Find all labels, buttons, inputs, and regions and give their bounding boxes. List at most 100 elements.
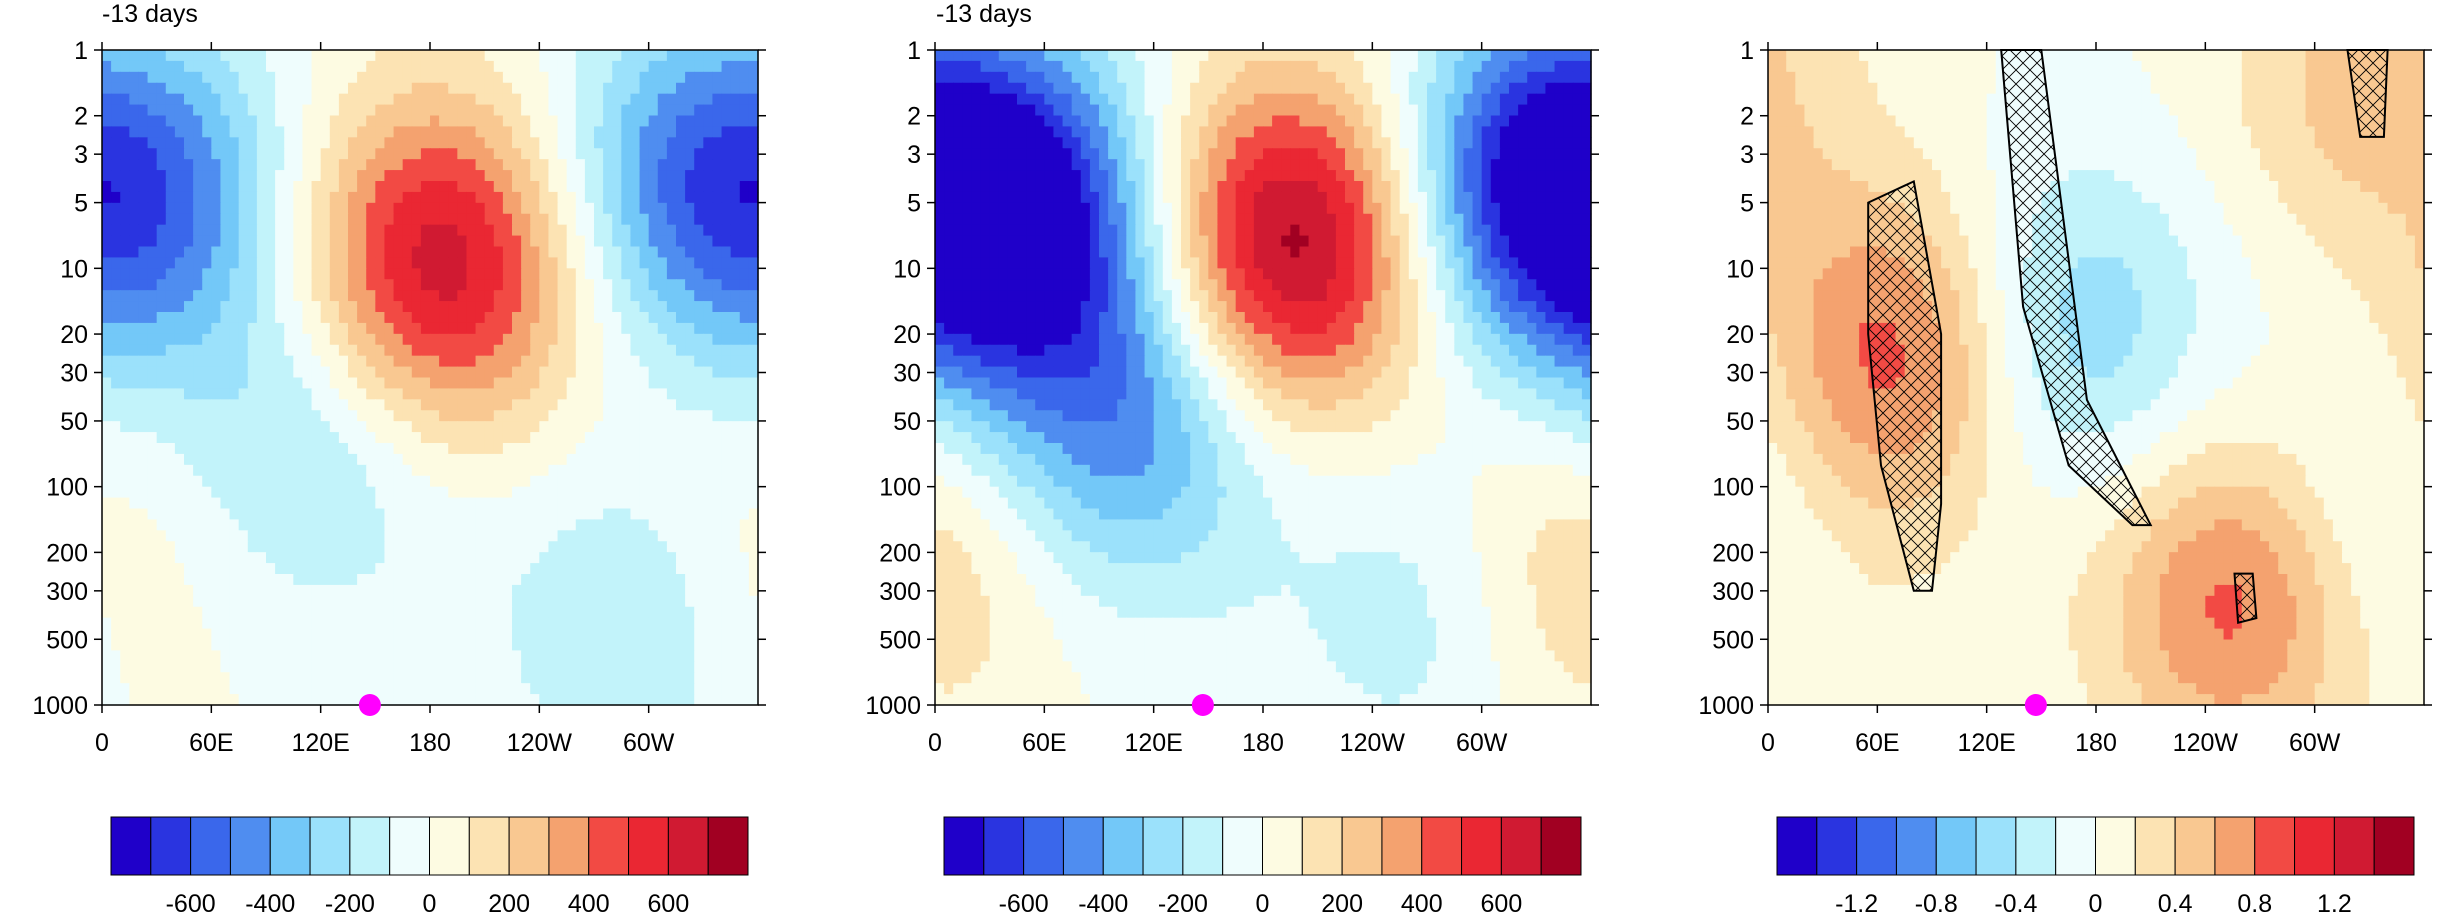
- field-cell: [1427, 93, 1437, 106]
- field-cell: [174, 552, 185, 564]
- field-cell: [466, 639, 477, 652]
- field-cell: [1226, 82, 1237, 95]
- field-cell: [1581, 115, 1592, 128]
- field-cell: [989, 50, 1000, 62]
- field-cell: [566, 584, 577, 597]
- field-cell: [466, 432, 477, 444]
- field-cell: [594, 71, 604, 84]
- field-cell: [566, 82, 577, 95]
- field-cell: [1417, 126, 1428, 138]
- field-cell: [712, 312, 723, 324]
- field-cell: [603, 333, 613, 346]
- field-cell: [320, 639, 331, 652]
- field-cell: [193, 50, 203, 62]
- field-cell: [238, 126, 249, 138]
- field-cell: [1299, 60, 1310, 73]
- field-cell: [594, 584, 604, 597]
- field-cell: [1089, 71, 1100, 84]
- field-cell: [730, 257, 741, 269]
- field-cell: [748, 235, 759, 248]
- field-cell: [1135, 93, 1146, 106]
- field-cell: [1226, 93, 1237, 106]
- field-cell: [302, 508, 313, 521]
- field-cell: [530, 71, 540, 84]
- field-cell: [384, 377, 395, 390]
- field-cell: [275, 672, 285, 684]
- field-cell: [584, 661, 595, 673]
- field-cell: [156, 584, 167, 597]
- field-cell: [102, 191, 112, 204]
- field-cell: [1527, 82, 1537, 95]
- field-cell: [174, 170, 185, 182]
- field-cell: [329, 355, 340, 368]
- field-cell: [639, 268, 650, 280]
- field-cell: [721, 563, 732, 575]
- field-cell: [266, 235, 276, 248]
- field-cell: [211, 60, 222, 73]
- field-cell: [393, 333, 404, 346]
- field-cell: [594, 246, 604, 259]
- field-cell: [275, 290, 285, 302]
- field-cell: [603, 639, 613, 652]
- field-cell: [612, 388, 622, 400]
- field-cell: [457, 584, 468, 597]
- field-cell: [512, 475, 522, 488]
- field-cell: [676, 475, 686, 488]
- field-cell: [1117, 82, 1127, 95]
- field-cell: [603, 443, 613, 455]
- field-cell: [530, 639, 540, 652]
- field-cell: [657, 181, 668, 193]
- field-cell: [748, 126, 759, 138]
- field-cell: [256, 606, 267, 619]
- field-cell: [147, 355, 158, 368]
- field-cell: [703, 268, 714, 280]
- field-cell: [1272, 82, 1282, 95]
- field-cell: [102, 432, 112, 444]
- field-cell: [998, 82, 1009, 95]
- field-cell: [302, 159, 313, 171]
- field-cell: [1290, 71, 1301, 84]
- field-cell: [748, 202, 759, 215]
- field-cell: [448, 606, 458, 619]
- field-cell: [475, 661, 486, 673]
- field-cell: [138, 377, 149, 390]
- field-cell: [935, 60, 945, 73]
- field-cell: [594, 137, 604, 149]
- field-cell: [1126, 60, 1137, 73]
- field-cell: [575, 563, 586, 575]
- field-cell: [366, 639, 376, 652]
- field-cell: [475, 60, 486, 73]
- field-cell: [320, 93, 331, 106]
- field-cell: [266, 475, 276, 488]
- field-cell: [712, 159, 723, 171]
- field-cell: [694, 552, 704, 564]
- field-cell: [1436, 104, 1446, 117]
- field-cell: [284, 606, 294, 619]
- field-cell: [102, 159, 112, 171]
- field-cell: [384, 661, 395, 673]
- field-cell: [648, 366, 659, 379]
- field-cell: [311, 235, 322, 248]
- field-cell: [129, 301, 140, 313]
- field-cell: [165, 541, 176, 553]
- field-cell: [229, 432, 240, 444]
- field-cell: [685, 137, 695, 149]
- field-cell: [548, 148, 559, 160]
- field-cell: [703, 366, 714, 379]
- field-cell: [411, 530, 422, 542]
- field-cell: [338, 530, 349, 542]
- field-cell: [375, 191, 386, 204]
- field-cell: [612, 126, 622, 138]
- field-cell: [530, 410, 540, 422]
- field-cell: [329, 322, 340, 335]
- field-cell: [430, 541, 440, 553]
- field-cell: [694, 606, 704, 619]
- field-cell: [530, 82, 540, 95]
- field-cell: [256, 170, 267, 182]
- field-cell: [1509, 104, 1519, 117]
- field-cell: [475, 595, 486, 608]
- field-cell: [211, 475, 222, 488]
- field-cell: [238, 453, 249, 466]
- field-cell: [156, 60, 167, 73]
- field-cell: [329, 661, 340, 673]
